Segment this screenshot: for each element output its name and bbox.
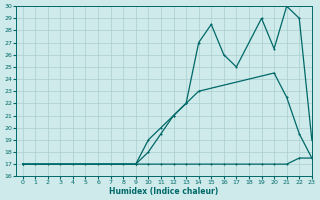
X-axis label: Humidex (Indice chaleur): Humidex (Indice chaleur)	[109, 187, 219, 196]
